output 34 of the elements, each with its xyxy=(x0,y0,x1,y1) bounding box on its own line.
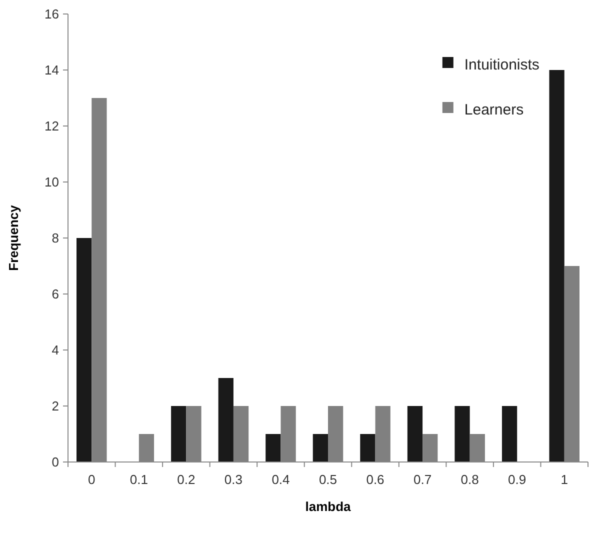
y-tick-label: 4 xyxy=(52,342,59,358)
bar xyxy=(360,434,376,462)
x-tick-label: 0 xyxy=(88,472,96,487)
y-tick-label: 2 xyxy=(52,398,59,414)
y-tick-label: 14 xyxy=(44,62,59,78)
x-tick-label: 0.1 xyxy=(130,472,148,487)
y-tick-label: 12 xyxy=(44,118,59,134)
x-tick-label: 1 xyxy=(560,472,568,487)
y-tick-label: 10 xyxy=(44,174,59,190)
bar xyxy=(312,434,328,462)
y-tick-label: 0 xyxy=(52,454,59,470)
legend-label: Intuitionists xyxy=(464,56,540,74)
bar xyxy=(171,406,186,462)
x-tick-label: 0.9 xyxy=(508,472,526,487)
bar xyxy=(76,238,92,462)
x-axis-title: lambda xyxy=(305,499,352,514)
legend-label: Learners xyxy=(464,101,524,118)
bar xyxy=(502,406,518,462)
x-tick-label: 0.2 xyxy=(177,472,196,487)
x-tick-label: 0.7 xyxy=(414,472,432,487)
bar xyxy=(549,70,564,462)
x-tick-label: 0.3 xyxy=(224,472,242,487)
bar xyxy=(454,406,470,462)
y-tick-label: 8 xyxy=(52,230,59,246)
y-axis-title: Frequency xyxy=(6,204,21,271)
y-tick-label: 6 xyxy=(52,286,59,302)
bar xyxy=(266,434,281,462)
x-tick-label: 0.6 xyxy=(366,472,384,487)
y-tick-label: 16 xyxy=(44,6,59,22)
bar xyxy=(218,378,234,462)
bar xyxy=(407,406,423,462)
x-tick-label: 0.4 xyxy=(272,472,290,487)
x-tick-label: 0.5 xyxy=(318,472,338,487)
x-tick-label: 0.8 xyxy=(460,472,479,487)
